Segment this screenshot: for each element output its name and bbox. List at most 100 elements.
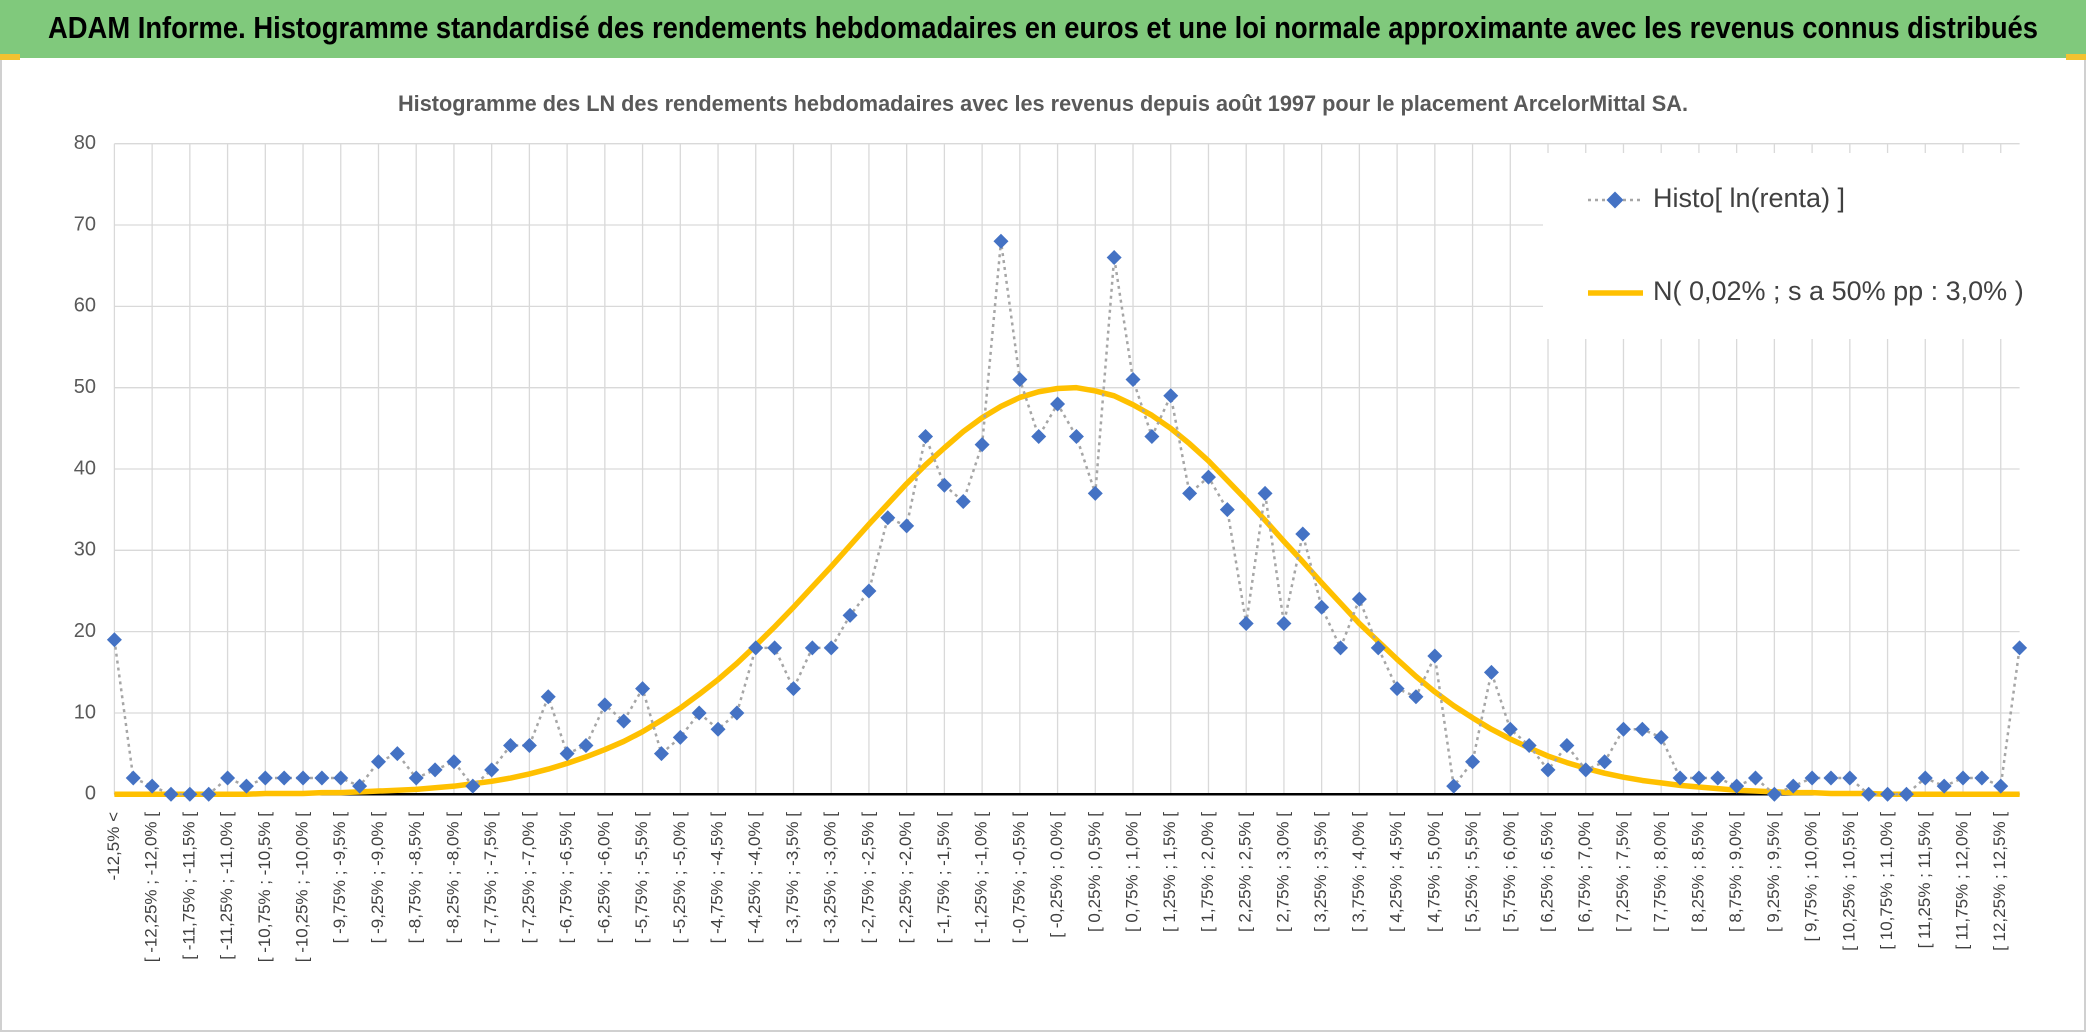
data-marker (1880, 786, 1896, 802)
data-marker (1653, 729, 1669, 745)
x-tick-label: [ -12,25% ; -12,0% [ (142, 812, 161, 963)
data-marker (1615, 721, 1631, 737)
x-tick-label: [ 10,25% ; 10,5% [ (1839, 812, 1858, 951)
x-tick-label: [ -3,75% ; -3,5% [ (783, 812, 802, 944)
x-tick-label: [ -11,25% ; -11,0% [ (217, 812, 236, 960)
data-marker (1634, 721, 1650, 737)
data-marker (1729, 778, 1745, 794)
legend-label: Histo[ ln(renta) ] (1653, 183, 1845, 213)
legend-marker (1606, 191, 1624, 209)
data-marker (1257, 485, 1273, 501)
x-tick-label: [ 1,25% ; 1,5% [ (1160, 812, 1179, 932)
data-marker (936, 477, 952, 493)
data-marker (1502, 721, 1518, 737)
x-tick-label: [ 5,25% ; 5,5% [ (1462, 812, 1481, 932)
data-marker (1295, 526, 1311, 542)
data-marker (1333, 640, 1349, 656)
x-tick-label: [ 2,75% ; 3,0% [ (1273, 812, 1292, 932)
data-marker (1427, 648, 1443, 664)
data-marker (163, 786, 179, 802)
x-tick-label: [ -9,25% ; -9,0% [ (368, 812, 387, 944)
x-tick-label: [ -2,75% ; -2,5% [ (858, 812, 877, 944)
data-marker (1766, 786, 1782, 802)
data-marker (653, 746, 669, 762)
data-marker (1804, 770, 1820, 786)
data-marker (1408, 689, 1424, 705)
y-tick-label: 30 (74, 539, 96, 561)
data-marker (616, 713, 632, 729)
data-marker (521, 738, 537, 754)
corner-mark (0, 54, 20, 60)
data-marker (238, 778, 254, 794)
data-marker (578, 738, 594, 754)
data-marker (1823, 770, 1839, 786)
data-marker (729, 705, 745, 721)
data-marker (1672, 770, 1688, 786)
data-marker (955, 494, 971, 510)
data-marker (1861, 786, 1877, 802)
x-tick-label: [ -0,75% ; -0,5% [ (1009, 812, 1028, 944)
x-tick-label: [ -6,25% ; -6,0% [ (594, 812, 613, 944)
data-marker (974, 437, 990, 453)
corner-mark (2066, 54, 2086, 60)
data-marker (1389, 681, 1405, 697)
data-marker (597, 697, 613, 713)
y-tick-label: 40 (74, 457, 96, 479)
x-tick-label: [ 4,75% ; 5,0% [ (1424, 812, 1443, 932)
data-marker (1031, 428, 1047, 444)
data-marker (993, 233, 1009, 249)
chart-title: Histogramme des LN des rendements hebdom… (398, 91, 1688, 116)
data-marker (182, 786, 198, 802)
data-marker (767, 640, 783, 656)
data-marker (1483, 664, 1499, 680)
y-tick-label: 70 (74, 213, 96, 235)
data-marker (880, 510, 896, 526)
data-marker (1578, 762, 1594, 778)
data-marker (785, 681, 801, 697)
data-marker (1276, 616, 1292, 632)
data-marker (1446, 778, 1462, 794)
data-marker (748, 640, 764, 656)
data-marker (1068, 428, 1084, 444)
data-marker (427, 762, 443, 778)
x-tick-label: [ 10,75% ; 11,0% [ (1877, 812, 1896, 950)
x-tick-label: [ 12,25% ; 12,5% [ (1990, 812, 2009, 951)
y-tick-label: 10 (74, 701, 96, 723)
data-marker (710, 721, 726, 737)
data-marker (1012, 372, 1028, 388)
data-marker (1993, 778, 2009, 794)
data-marker (352, 778, 368, 794)
x-tick-label: [ 9,75% ; 10,0% [ (1802, 812, 1821, 942)
x-tick-label: [ -5,25% ; -5,0% [ (670, 812, 689, 944)
data-marker (1955, 770, 1971, 786)
page-title: ADAM Informe. Histogramme standardisé de… (48, 10, 2038, 45)
legend-label: N( 0,02% ; s a 50% pp : 3,0% ) (1653, 276, 2024, 306)
data-marker (106, 632, 122, 648)
data-marker (1936, 778, 1952, 794)
x-tick-label: [ -9,75% ; -9,5% [ (330, 812, 349, 944)
legend-box (1543, 153, 2023, 339)
x-tick-label: [ 7,25% ; 7,5% [ (1613, 812, 1632, 932)
y-tick-label: 50 (74, 376, 96, 398)
header-bar (0, 0, 2086, 58)
y-tick-label: 60 (74, 295, 96, 317)
data-marker (1691, 770, 1707, 786)
data-marker (465, 778, 481, 794)
x-tick-label: [ 2,25% ; 2,5% [ (1236, 812, 1255, 932)
data-marker (201, 786, 217, 802)
x-tick-label: [ 6,75% ; 7,0% [ (1575, 812, 1594, 932)
data-marker (446, 754, 462, 770)
data-marker (370, 754, 386, 770)
data-marker (1200, 469, 1216, 485)
data-marker (1974, 770, 1990, 786)
x-tick-label: [ 3,25% ; 3,5% [ (1311, 812, 1330, 932)
data-marker (2012, 640, 2028, 656)
x-tick-label: [ 4,25% ; 4,5% [ (1387, 812, 1406, 932)
x-tick-label: [ 9,25% ; 9,5% [ (1764, 812, 1783, 932)
series-line (114, 384, 2020, 798)
x-tick-label: [ -11,75% ; -11,5% [ (179, 812, 198, 960)
data-marker (1163, 388, 1179, 404)
data-marker (408, 770, 424, 786)
x-tick-label: [ 0,25% ; 0,5% [ (1085, 812, 1104, 932)
